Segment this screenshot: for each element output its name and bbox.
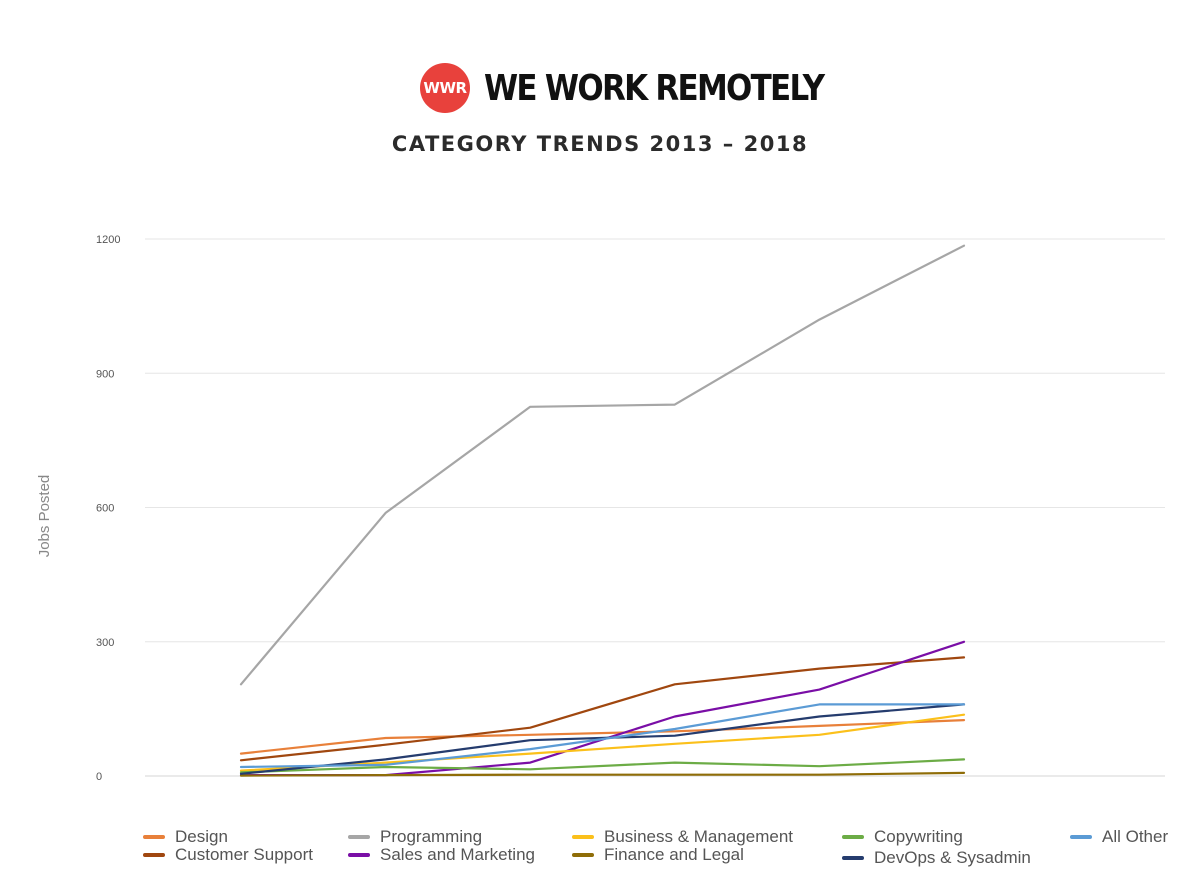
series-line-programming (239, 244, 966, 686)
series-line-business-management (239, 713, 966, 772)
legend-swatch (143, 835, 165, 839)
legend-label: Programming (380, 827, 483, 846)
legend-label: Design (175, 827, 228, 846)
y-tick-label: 900 (96, 368, 114, 380)
y-tick-label: 300 (96, 637, 114, 649)
series-line-copywriting (239, 758, 966, 774)
legend-swatch (842, 835, 864, 839)
legend-item: Design (143, 827, 228, 847)
legend-swatch (1070, 835, 1092, 839)
legend-swatch (572, 853, 594, 857)
legend-item: All Other (1070, 827, 1168, 847)
legend-item: Business & Management (572, 827, 793, 847)
series-line-finance-and-legal (239, 771, 966, 777)
legend-item: Finance and Legal (572, 845, 744, 865)
y-axis-label: Jobs Posted (36, 475, 53, 558)
legend-item: Customer Support (143, 845, 313, 865)
series-line-customer-support (239, 656, 966, 762)
y-tick-label: 1200 (96, 234, 120, 246)
series-line-sales-and-marketing (239, 640, 966, 777)
y-tick-label: 0 (96, 771, 102, 783)
y-tick-label: 600 (96, 503, 114, 515)
legend-label: Customer Support (175, 845, 313, 864)
legend-swatch (842, 856, 864, 860)
legend-label: Sales and Marketing (380, 845, 535, 864)
legend-swatch (572, 835, 594, 839)
logo-wordmark: WE WORK REMOTELY (484, 67, 825, 109)
legend-swatch (348, 835, 370, 839)
legend-item: Programming (348, 827, 482, 847)
chart-title: CATEGORY TRENDS 2013 – 2018 (391, 132, 809, 156)
legend-label: DevOps & Sysadmin (874, 848, 1031, 867)
legend-item: Sales and Marketing (348, 845, 535, 865)
legend-item: DevOps & Sysadmin (842, 848, 1031, 868)
legend-item: Copywriting (842, 827, 963, 847)
logo-badge: WWR (420, 63, 470, 113)
legend-swatch (348, 853, 370, 857)
legend-swatch (143, 853, 165, 857)
series-line-design (239, 718, 966, 755)
series-line-all-other (239, 703, 966, 769)
legend-label: All Other (1102, 827, 1169, 846)
logo: WWR WE WORK REMOTELY (420, 63, 879, 113)
legend-label: Finance and Legal (604, 845, 744, 864)
legend-label: Copywriting (874, 827, 963, 846)
legend-label: Business & Management (604, 827, 793, 846)
